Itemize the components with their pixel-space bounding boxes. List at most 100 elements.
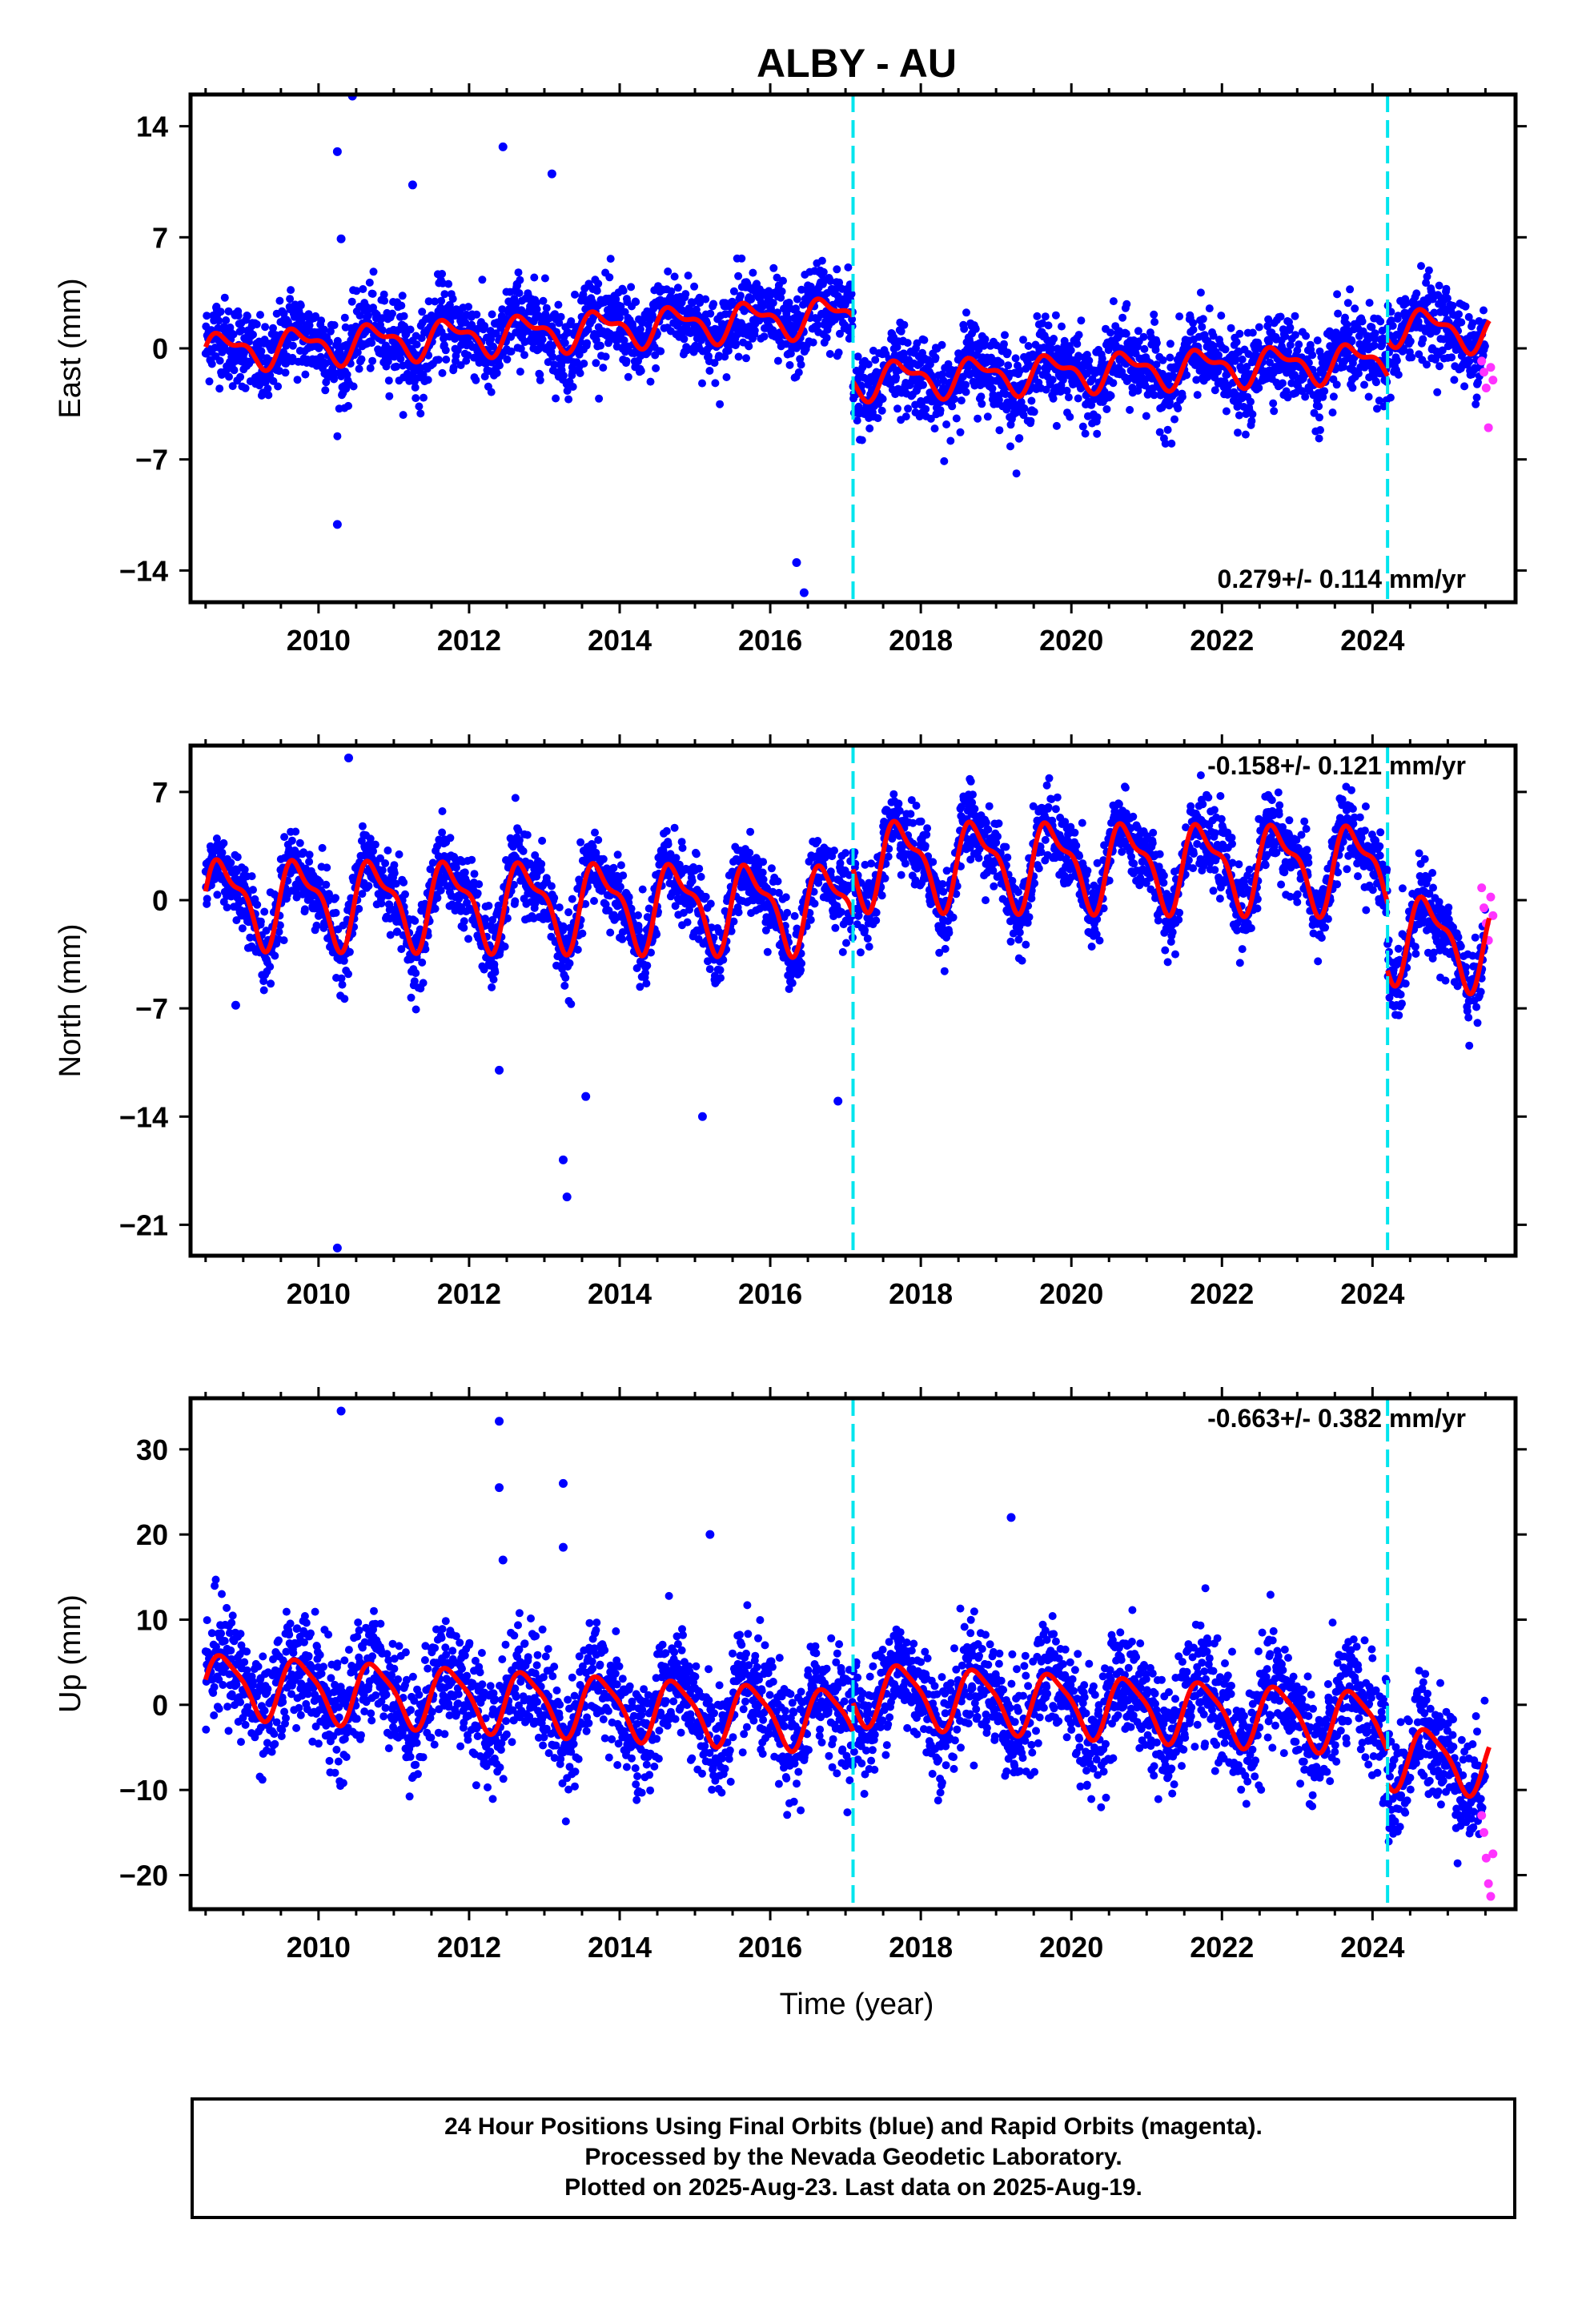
data-point-final [400,312,408,320]
data-point-final [1163,425,1172,434]
data-point-final [1480,342,1489,351]
data-point-final [1266,358,1274,367]
data-point-final [1033,312,1042,320]
data-point-final [1341,313,1349,322]
rate-annotation: 0.279+/- 0.114 mm/yr [1218,565,1466,593]
data-point-final [279,309,288,318]
data-point-final [1412,289,1421,298]
data-point-final [399,411,408,420]
data-point-final [747,295,756,304]
data-point-final [571,290,579,299]
data-point-final [1460,382,1469,391]
data-point-final [1015,434,1024,443]
data-point-final [901,412,910,421]
data-point-final [690,282,699,291]
data-point-final [1461,302,1470,311]
data-point-final [1001,331,1009,340]
data-point-final [440,290,449,299]
data-point-final [416,364,424,372]
data-point-final [1000,340,1008,348]
data-point-final [377,899,386,908]
data-point-final [412,1005,420,1014]
data-point-final [1328,408,1337,417]
data-point-final [938,370,946,379]
data-point-final [564,328,572,337]
data-point-final [1052,421,1061,430]
data-point-final [1263,322,1272,331]
data-point-final [428,858,437,867]
data-point-final [1448,301,1457,310]
data-point-final [1161,440,1170,448]
data-point-final [1247,397,1255,406]
data-point-final [369,267,378,276]
data-point-final [988,384,997,393]
x-tick-label: 2016 [738,624,802,657]
data-point-final [343,370,351,379]
data-point-final [678,843,687,852]
data-point-final [745,848,754,857]
data-point-final [1423,360,1431,369]
data-point-final [1329,392,1338,401]
data-point-final [516,275,524,284]
data-point-final [301,370,310,379]
data-point-final [293,376,302,384]
data-point-final [279,936,288,945]
data-point-final [684,271,693,280]
data-point-final [274,382,283,391]
data-point-final [1122,329,1130,338]
data-point-final [246,933,255,942]
data-point-final [555,319,564,328]
data-point-final [1044,321,1053,330]
data-point-final [1106,392,1115,400]
data-point-final [1106,328,1115,337]
data-point-final [437,296,446,305]
data-point-final [384,376,393,385]
plot-area [201,94,1498,597]
data-point-final [355,312,364,320]
data-point-final [844,263,853,271]
data-point-final [1078,422,1087,431]
data-point-final [261,323,270,332]
data-point-final [322,880,331,889]
data-point-final [1243,363,1251,371]
data-point-final [1435,281,1443,290]
data-point-final [592,287,601,296]
data-point-final [1026,416,1035,425]
data-point-final [1227,324,1235,332]
data-point-final [834,348,843,357]
data-point-final [1139,332,1148,341]
data-point-final [1011,354,1020,363]
model-curve [203,296,855,373]
data-point-final [926,360,934,368]
data-point-final [565,959,574,967]
data-point-final [1198,323,1207,332]
data-point-final [897,327,905,336]
data-point-final [560,981,569,990]
data-point-final [893,404,901,413]
data-point-final [1077,316,1086,325]
data-point-final [470,870,479,879]
data-point-final [853,352,862,361]
data-point-final [977,392,986,401]
data-point-final [247,872,256,881]
data-point-final [592,336,600,344]
data-point-final [1167,439,1176,448]
data-point-final [1048,376,1057,384]
data-point-final [1140,344,1149,353]
data-point-final [1150,391,1158,400]
data-point-final [745,342,753,351]
data-point-final [813,320,822,329]
data-point-final [1354,369,1363,378]
data-point-final [1316,426,1324,434]
data-point-final [1002,405,1011,414]
data-point-final [634,911,642,919]
data-point-final [819,267,828,276]
data-point-final [1134,327,1142,336]
data-point-final [241,384,250,392]
data-point-final [784,315,793,323]
data-point-final [1081,429,1090,438]
data-point-final [746,827,755,836]
data-point-final [1422,279,1431,287]
data-point-final [1158,369,1166,378]
data-point-final [355,364,363,373]
